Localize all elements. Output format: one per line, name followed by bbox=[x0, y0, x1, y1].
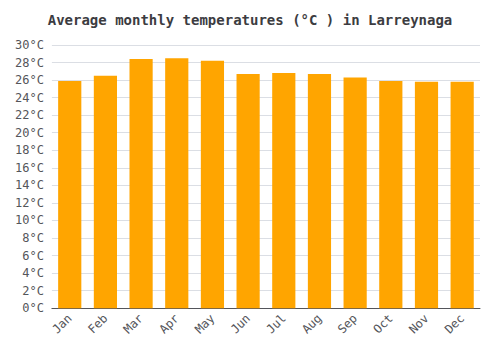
svg-text:22°C: 22°C bbox=[15, 108, 44, 122]
svg-text:0°C: 0°C bbox=[22, 301, 44, 315]
svg-text:May: May bbox=[192, 311, 217, 336]
svg-text:30°C: 30°C bbox=[15, 38, 44, 52]
svg-text:Average monthly temperatures (: Average monthly temperatures (°C ) in La… bbox=[48, 12, 453, 28]
svg-text:Mar: Mar bbox=[121, 311, 146, 336]
svg-text:18°C: 18°C bbox=[15, 143, 44, 157]
svg-text:2°C: 2°C bbox=[22, 284, 44, 298]
svg-text:8°C: 8°C bbox=[22, 231, 44, 245]
svg-text:20°C: 20°C bbox=[15, 126, 44, 140]
svg-text:6°C: 6°C bbox=[22, 249, 44, 263]
svg-text:Jul: Jul bbox=[264, 311, 289, 336]
svg-text:28°C: 28°C bbox=[15, 56, 44, 70]
svg-text:Nov: Nov bbox=[406, 311, 431, 336]
svg-text:Jan: Jan bbox=[49, 311, 74, 336]
svg-text:Dec: Dec bbox=[442, 311, 467, 336]
svg-text:14°C: 14°C bbox=[15, 178, 44, 192]
svg-text:26°C: 26°C bbox=[15, 73, 44, 87]
svg-text:16°C: 16°C bbox=[15, 161, 44, 175]
svg-text:10°C: 10°C bbox=[15, 213, 44, 227]
svg-text:4°C: 4°C bbox=[22, 266, 44, 280]
svg-text:Aug: Aug bbox=[299, 311, 324, 336]
svg-text:Jun: Jun bbox=[228, 311, 253, 336]
svg-text:Apr: Apr bbox=[156, 311, 181, 336]
svg-text:24°C: 24°C bbox=[15, 91, 44, 105]
svg-text:Sep: Sep bbox=[335, 311, 360, 336]
svg-text:Oct: Oct bbox=[371, 311, 396, 336]
svg-text:Feb: Feb bbox=[85, 311, 110, 336]
svg-text:12°C: 12°C bbox=[15, 196, 44, 210]
